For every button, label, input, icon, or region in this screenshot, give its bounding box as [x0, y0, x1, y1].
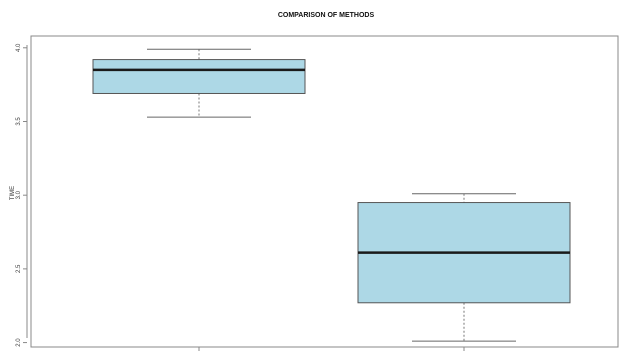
chart-title: COMPARISON OF METHODS — [278, 12, 375, 19]
y-ticks: 2.0 2.5 3.0 3.5 4.0 — [16, 43, 27, 347]
plot-frame — [30, 35, 619, 348]
y-tick-label: 3.5 — [16, 117, 22, 126]
box-2 — [357, 193, 571, 351]
iqr-box — [92, 59, 306, 94]
y-tick-label: 3.0 — [16, 190, 22, 199]
y-tick-label: 4.0 — [16, 43, 22, 52]
y-tick-label: 2.5 — [16, 264, 22, 273]
y-axis-label: TIME — [10, 186, 16, 200]
y-tick-label: 2.0 — [16, 338, 22, 347]
boxes — [92, 48, 571, 351]
box-1 — [92, 48, 306, 351]
